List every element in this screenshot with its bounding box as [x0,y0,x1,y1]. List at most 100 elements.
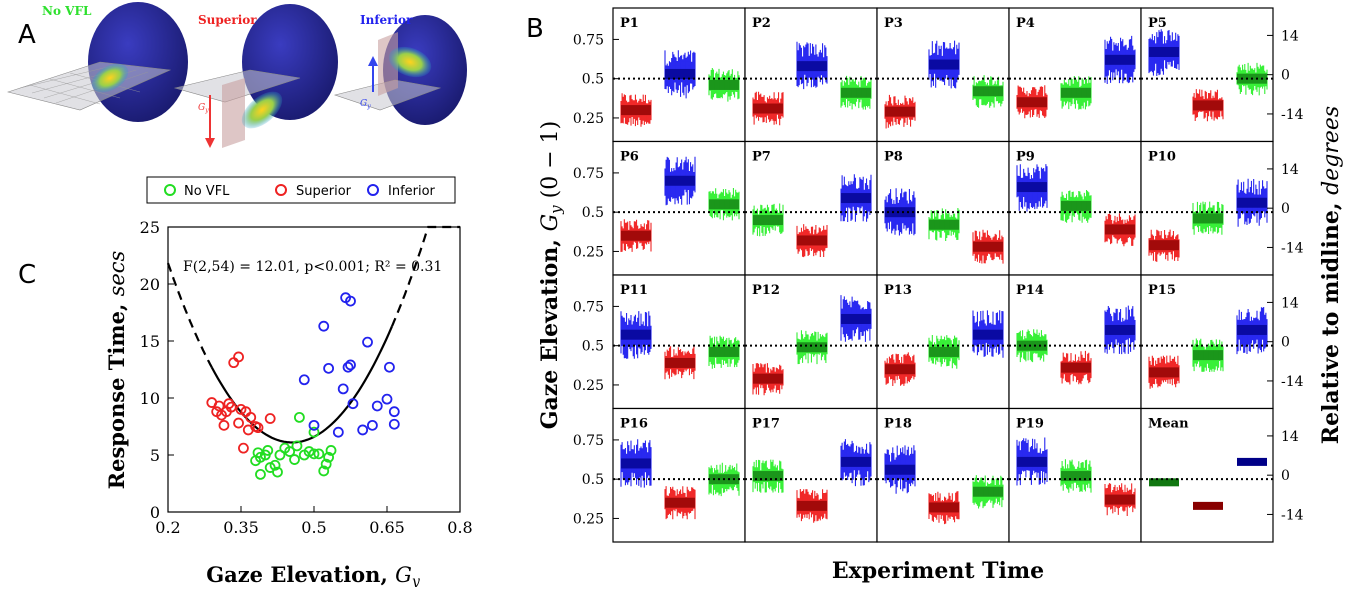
panel-label: P8 [884,150,903,165]
left-tick-label: 0.75 [573,433,604,449]
mean-band [1237,197,1267,208]
right-tick-label: -14 [1281,240,1304,256]
participant-panel: P19 [1008,407,1142,543]
mean-band [929,219,959,230]
y-tick-label: 25 [140,218,160,237]
mean-band [1061,200,1091,211]
panel-a-svg: No VFL Gy Superior Gy Inferior [6,2,467,148]
scatter-point [384,361,395,373]
participant-panel: P9 [1008,140,1142,276]
panel-label: P17 [752,417,780,432]
mean-band [1149,240,1179,251]
mean-band [1193,213,1223,224]
gaze-plane [6,61,172,111]
scatter-point [388,406,400,418]
mean-band [885,364,915,375]
scatter-chart: No VFL Superior Inferior 0.2 0.35 0.5 0.65 0… [104,176,473,590]
panel-label: P10 [1148,150,1176,165]
legend-label-no-vfl: No VFL [184,184,230,199]
mean-band [1105,224,1135,235]
panel-label: P5 [1148,16,1167,31]
y-tick-label: 5 [150,446,160,465]
scatter-point [323,362,335,374]
scatter-point [345,295,356,307]
mean-band [841,193,871,204]
panel-label: P14 [1016,283,1044,298]
scatter-point [381,393,393,405]
mean-bar [1193,501,1223,510]
scatter-point [272,466,283,478]
right-tick-label: 14 [1281,429,1299,445]
participant-panel: P3 [876,7,1010,143]
mean-band [885,106,915,117]
participant-panels: P1 P2 P3 P4 P5 P6 P7 P8 P9 P10 P11 P12 P13 P14 P15 P16 P… [612,7,1274,543]
mean-band [665,357,695,368]
right-tick-label: -14 [1281,507,1304,523]
gaze-heatmap [241,91,283,129]
mean-bar [1237,457,1267,466]
right-tick-label: -14 [1281,374,1304,390]
mean-band [929,346,959,357]
mean-bar [1149,478,1179,487]
scatter-point [320,458,332,470]
mean-band [973,486,1003,497]
scatter-point [318,320,330,332]
scatter-point [308,448,320,460]
participant-panel: P13 [876,274,1010,410]
scatter-point [308,419,320,431]
mean-band [973,86,1003,97]
mean-band [885,207,915,218]
scatter-point [293,411,305,423]
arrow-head-icon [205,138,215,148]
participant-panel: P4 [1008,7,1142,143]
x-tick-label: 0.8 [447,518,472,537]
legend-marker-no-vfl [164,184,176,196]
panel-label: P11 [620,283,648,298]
mean-band [1193,350,1223,361]
scatter-point [298,374,310,386]
eye-sphere [242,4,338,120]
label-inferior: Inferior [360,13,413,27]
participant-panel: P17 [744,407,878,543]
panel-label: P2 [752,16,771,31]
mean-band [1017,97,1047,108]
scatter-points [206,292,400,480]
mean-band [753,373,783,384]
panel-label: P1 [620,16,639,31]
mean-band [797,342,827,353]
right-tick-label: 0 [1281,68,1290,84]
gaze-plane [333,79,442,111]
mean-band [841,87,871,98]
panel-letter-c: C [18,260,37,290]
participant-panel: P6 [612,140,746,276]
scene-no-vfl: No VFL [6,2,188,122]
mean-band [841,313,871,324]
scatter-point [289,454,300,465]
panel-letter-a: A [18,20,36,50]
mean-band [1149,367,1179,378]
mean-band [753,215,783,226]
scatter-point [325,445,337,456]
scatter-point [318,465,330,477]
timeseries-grid: P1 P2 P3 P4 P5 P6 P7 P8 P9 P10 P11 P12 P13 P14 P15 P16 P… [537,7,1344,584]
panel-label: Mean [1148,417,1189,432]
scatter-point [233,417,244,429]
left-tick-label: 0.25 [573,378,604,394]
scatter-point [225,401,237,413]
right-tick-label: 14 [1281,28,1299,44]
legend-marker-inferior [367,184,379,196]
scatter-point [362,336,373,348]
scatter-point [308,426,320,438]
participant-panel: Mean [1140,407,1274,543]
scatter-point [218,419,230,431]
right-tick-label: 0 [1281,335,1290,351]
scatter-point [357,424,369,436]
participant-panel: P18 [876,407,1010,543]
scatter-point [264,413,276,424]
mean-band [1061,87,1091,98]
mean-band [797,61,827,72]
panel-label: P4 [1016,16,1035,31]
panel-label: P13 [884,283,912,298]
panel-label: P16 [620,417,648,432]
legend-marker-superior [275,184,287,196]
